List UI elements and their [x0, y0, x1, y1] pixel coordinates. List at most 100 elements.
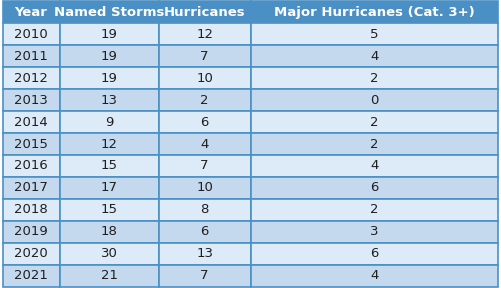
Bar: [250, 23, 498, 45]
Bar: [3, 1, 60, 23]
Text: 2015: 2015: [14, 137, 48, 151]
Text: 2: 2: [370, 203, 379, 216]
Text: 13: 13: [196, 247, 213, 260]
Bar: [159, 265, 250, 287]
Text: 8: 8: [200, 203, 209, 216]
Bar: [60, 177, 159, 199]
Text: 2019: 2019: [14, 225, 48, 238]
Bar: [3, 199, 60, 221]
Bar: [159, 199, 250, 221]
Bar: [60, 23, 159, 45]
Bar: [3, 155, 60, 177]
Text: 2017: 2017: [14, 181, 48, 194]
Text: 3: 3: [370, 225, 379, 238]
Text: 0: 0: [370, 94, 379, 107]
Text: 21: 21: [101, 269, 118, 282]
Bar: [159, 221, 250, 243]
Bar: [3, 45, 60, 67]
Text: 18: 18: [101, 225, 118, 238]
Text: 2020: 2020: [14, 247, 48, 260]
Bar: [60, 133, 159, 155]
Bar: [159, 177, 250, 199]
Text: 9: 9: [105, 115, 113, 128]
Bar: [250, 177, 498, 199]
Text: Year: Year: [15, 6, 48, 19]
Bar: [159, 133, 250, 155]
Text: 2014: 2014: [14, 115, 48, 128]
Bar: [60, 89, 159, 111]
Bar: [250, 265, 498, 287]
Text: 12: 12: [101, 137, 118, 151]
Text: 30: 30: [101, 247, 118, 260]
Text: 6: 6: [200, 225, 209, 238]
Bar: [250, 155, 498, 177]
Text: 2013: 2013: [14, 94, 48, 107]
Bar: [60, 243, 159, 265]
Text: 15: 15: [101, 203, 118, 216]
Bar: [159, 243, 250, 265]
Bar: [159, 23, 250, 45]
Text: 7: 7: [200, 269, 209, 282]
Bar: [60, 111, 159, 133]
Text: 2012: 2012: [14, 72, 48, 85]
Text: 4: 4: [370, 50, 379, 63]
Bar: [60, 45, 159, 67]
Text: 7: 7: [200, 50, 209, 63]
Text: 10: 10: [196, 181, 213, 194]
Text: 17: 17: [101, 181, 118, 194]
Bar: [159, 45, 250, 67]
Bar: [250, 45, 498, 67]
Bar: [60, 155, 159, 177]
Bar: [159, 155, 250, 177]
Bar: [250, 111, 498, 133]
Text: 2018: 2018: [14, 203, 48, 216]
Bar: [60, 221, 159, 243]
Text: 6: 6: [370, 247, 379, 260]
Bar: [60, 265, 159, 287]
Bar: [60, 199, 159, 221]
Text: Named Storms: Named Storms: [54, 6, 164, 19]
Text: 2021: 2021: [14, 269, 48, 282]
Text: 7: 7: [200, 160, 209, 173]
Text: 10: 10: [196, 72, 213, 85]
Text: 19: 19: [101, 72, 118, 85]
Text: 2010: 2010: [14, 28, 48, 41]
Bar: [3, 67, 60, 89]
Bar: [3, 89, 60, 111]
Text: 4: 4: [370, 160, 379, 173]
Text: 12: 12: [196, 28, 213, 41]
Text: 4: 4: [370, 269, 379, 282]
Bar: [250, 67, 498, 89]
Bar: [3, 177, 60, 199]
Bar: [60, 67, 159, 89]
Bar: [250, 133, 498, 155]
Bar: [159, 1, 250, 23]
Bar: [60, 1, 159, 23]
Bar: [250, 89, 498, 111]
Bar: [3, 111, 60, 133]
Text: 2011: 2011: [14, 50, 48, 63]
Bar: [159, 89, 250, 111]
Bar: [250, 221, 498, 243]
Text: 5: 5: [370, 28, 379, 41]
Bar: [3, 133, 60, 155]
Text: 2: 2: [370, 72, 379, 85]
Text: 6: 6: [370, 181, 379, 194]
Bar: [250, 243, 498, 265]
Bar: [3, 243, 60, 265]
Bar: [159, 111, 250, 133]
Bar: [3, 265, 60, 287]
Text: Hurricanes: Hurricanes: [164, 6, 245, 19]
Text: Major Hurricanes (Cat. 3+): Major Hurricanes (Cat. 3+): [274, 6, 475, 19]
Bar: [250, 199, 498, 221]
Text: 6: 6: [200, 115, 209, 128]
Text: 19: 19: [101, 28, 118, 41]
Text: 4: 4: [200, 137, 209, 151]
Text: 19: 19: [101, 50, 118, 63]
Bar: [250, 1, 498, 23]
Bar: [159, 67, 250, 89]
Bar: [3, 221, 60, 243]
Text: 2: 2: [200, 94, 209, 107]
Text: 2: 2: [370, 115, 379, 128]
Bar: [3, 23, 60, 45]
